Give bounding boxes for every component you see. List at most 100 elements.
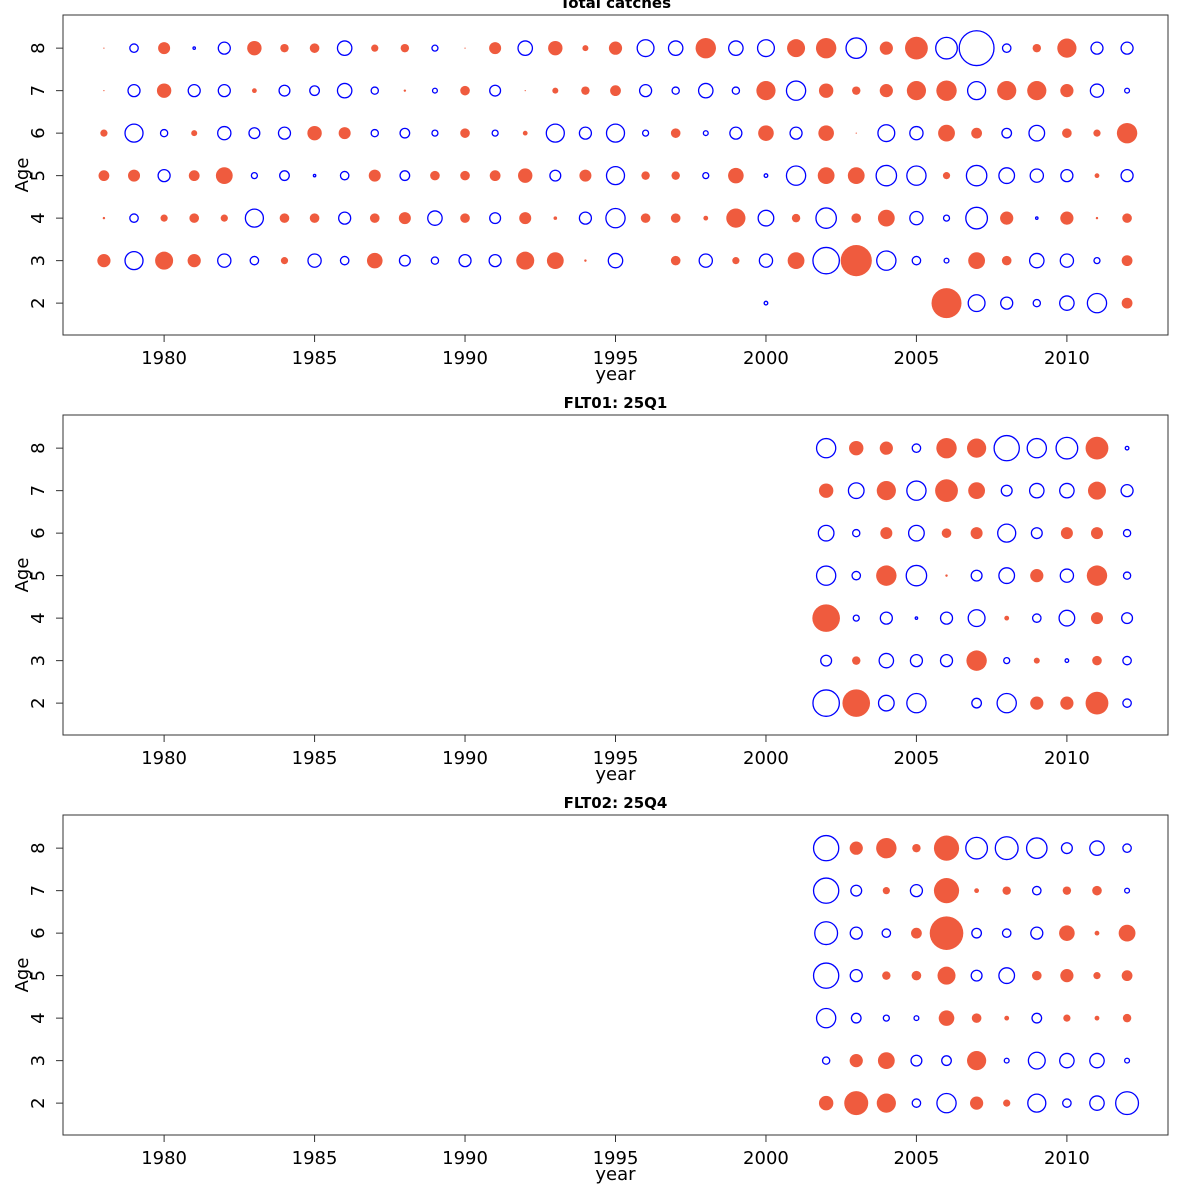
bubble [939,611,954,625]
bubble [671,171,680,180]
bubble [1121,612,1134,625]
bubble [881,928,892,938]
bubble [911,1098,922,1108]
bubble [1121,970,1133,982]
bubble [640,213,651,223]
bubble [1120,41,1134,55]
bubble [1062,128,1072,138]
y-tick-label: 7 [28,485,49,496]
bubble [1122,528,1132,538]
bubble [905,564,928,587]
x-tick-label: 1985 [292,1148,338,1169]
bubble [958,30,995,67]
bubble [942,214,951,222]
bubble [160,214,168,222]
bubble [670,213,681,223]
bubble [852,656,861,665]
bubble [906,480,927,501]
bubble [906,692,927,714]
bubble [277,126,292,140]
y-tick-label: 3 [28,655,49,666]
bubble [491,129,499,137]
bubble [698,253,714,268]
bubble [876,481,896,501]
y-tick-label: 6 [28,927,49,938]
bubble [670,255,681,266]
bubble [879,41,893,55]
bubble [937,966,956,985]
x-tick-label: 1980 [141,348,187,369]
bubble [400,43,410,53]
bubble [1059,568,1075,583]
y-tick-label: 4 [28,1012,49,1023]
bubble [817,524,835,542]
bubble [1031,885,1042,896]
bubble [936,80,957,101]
bubble [667,40,684,56]
bubble [1121,255,1133,267]
bubble [1027,1093,1047,1113]
bubble [1001,127,1013,139]
bubble [220,214,228,222]
bubble [671,86,680,95]
bubble [1059,482,1075,499]
bubble [909,125,924,141]
bubble [847,482,865,500]
bubble [936,1092,957,1114]
bubble [217,83,231,98]
bubble [914,616,919,620]
bubble [818,483,834,498]
bubble [909,210,924,226]
bubble [489,84,502,97]
bubble [875,164,898,187]
bubble [815,565,837,586]
bubble [431,129,439,137]
bubble [876,250,897,271]
bubble [1122,698,1132,708]
bubble [876,1093,896,1113]
y-tick-label: 6 [28,527,49,538]
bubble [336,40,353,56]
x-tick-label: 1995 [593,748,639,769]
bubble [279,213,290,223]
bubble [584,259,587,262]
bubble [967,438,987,458]
bubble [403,89,407,92]
bubble [368,169,381,182]
x-tick-label: 2010 [1044,348,1090,369]
bubble [909,653,924,668]
x-tick-label: 1985 [292,348,338,369]
y-tick-label: 3 [28,1055,49,1066]
bubble [1089,1052,1105,1069]
bubble [608,41,623,55]
bubble [280,257,289,265]
bubble [785,80,807,101]
x-tick-label: 2000 [743,348,789,369]
bubble [1122,843,1132,853]
bubble [249,255,260,266]
bubble [1030,696,1044,710]
bubble [1089,1095,1105,1111]
bubble [244,208,265,228]
bubble [845,37,868,59]
y-tick-label: 5 [28,970,49,981]
bubble [1004,1015,1010,1021]
bubble [993,434,1020,462]
bubble [844,1091,869,1116]
bubble [579,169,592,182]
bubble [155,251,174,270]
y-tick-label: 2 [28,697,49,708]
x-tick-label: 1990 [442,748,488,769]
bubble [912,843,921,853]
bubble [1118,924,1136,942]
bubble [905,36,928,60]
bubble [546,252,564,270]
bubble [877,1052,895,1070]
plot-frame [62,814,1169,1136]
y-tick-label: 7 [28,85,49,96]
bubble [1122,655,1132,666]
bubble [911,443,922,453]
bubble [966,80,987,101]
bubble [1062,886,1072,895]
bubble [812,246,840,275]
